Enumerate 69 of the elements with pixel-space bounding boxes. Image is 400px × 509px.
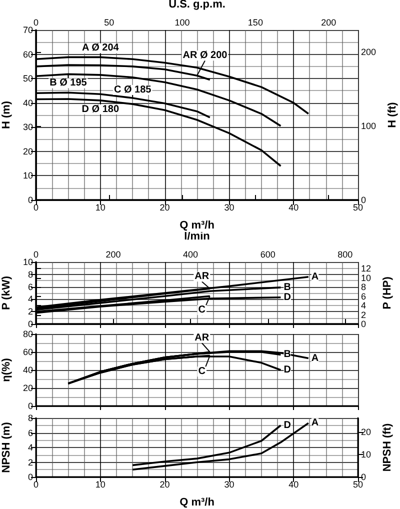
series-label: AR bbox=[194, 332, 210, 344]
y2-axis-title: NPSH (ft) bbox=[382, 423, 394, 472]
y-tick-label: 40 bbox=[22, 98, 33, 108]
series-label: AR Ø 200 bbox=[182, 50, 228, 62]
y2-tick-label: 12 bbox=[361, 264, 372, 274]
x-tick-label: 50 bbox=[352, 480, 364, 490]
y-axis-title: NPSH (m) bbox=[0, 422, 12, 473]
y-tick-label: 10 bbox=[22, 257, 33, 267]
y2-tick-label: 2 bbox=[361, 310, 366, 320]
series-label: B bbox=[284, 349, 291, 360]
y2-tick-label: 8 bbox=[361, 282, 366, 292]
x2-axis-title: U.S. g.p.m. bbox=[168, 0, 226, 10]
y2-tick-label: 0 bbox=[361, 319, 366, 329]
series-label: C bbox=[198, 366, 206, 378]
y2-tick-label: 10 bbox=[361, 450, 372, 460]
y2-tick-label: 20 bbox=[361, 427, 372, 438]
x-tick-label: 40 bbox=[288, 202, 299, 212]
x2-tick-label: 200 bbox=[106, 250, 121, 260]
series-label: B Ø 195 bbox=[50, 78, 88, 89]
y-tick-label: 20 bbox=[22, 383, 33, 393]
series-label: D bbox=[284, 292, 291, 303]
x-axis-title: Q m³/h bbox=[180, 496, 215, 508]
y-tick-label: 80 bbox=[22, 329, 33, 339]
x-tick-label: 10 bbox=[95, 480, 106, 490]
y-tick-label: 50 bbox=[22, 74, 33, 84]
y2-tick-label: 0 bbox=[361, 195, 366, 205]
y2-tick-label: 100 bbox=[361, 120, 376, 131]
series-label: D bbox=[284, 364, 291, 376]
x-tick-label: 10 bbox=[95, 202, 106, 212]
series-label: AR bbox=[194, 271, 210, 282]
y-tick-label: 30 bbox=[22, 122, 33, 132]
x2-tick-label: 200 bbox=[321, 18, 336, 28]
x2-tick-label: 400 bbox=[183, 250, 198, 260]
x2-tick-label: 800 bbox=[338, 250, 353, 260]
series-label: A bbox=[311, 352, 319, 364]
y2-axis-title: P (HP) bbox=[382, 276, 394, 310]
y2-axis-title: H (ft) bbox=[386, 102, 398, 128]
y-axis-title: η(%) bbox=[0, 358, 12, 382]
y-axis-title: H (m) bbox=[0, 100, 12, 130]
y-tick-label: 10 bbox=[22, 170, 33, 181]
x2-tick-label: 100 bbox=[174, 18, 190, 28]
x2-tick-label: 150 bbox=[248, 18, 263, 28]
series-label: B bbox=[284, 282, 291, 293]
y-tick-label: 60 bbox=[22, 49, 33, 60]
series-label: D Ø 180 bbox=[82, 104, 120, 115]
x-tick-label: 30 bbox=[224, 480, 234, 490]
x-tick-label: 30 bbox=[224, 202, 234, 212]
x-axis-title: Q m³/h bbox=[180, 220, 215, 232]
y-tick-label: 70 bbox=[22, 25, 33, 35]
y-tick-label: 20 bbox=[22, 146, 33, 156]
y2-tick-label: 10 bbox=[361, 272, 372, 283]
y2-tick-label: 200 bbox=[361, 46, 376, 57]
series-label: D bbox=[284, 420, 291, 431]
series-label: A bbox=[311, 418, 319, 429]
x-tick-label: 50 bbox=[352, 202, 364, 212]
series-label: A bbox=[311, 271, 319, 282]
series-label: A Ø 204 bbox=[82, 42, 120, 54]
series-label: C Ø 185 bbox=[114, 84, 152, 96]
x2-tick-label: 50 bbox=[104, 18, 114, 28]
y-tick-label: 60 bbox=[22, 347, 33, 357]
y2-tick-label: 4 bbox=[361, 300, 366, 311]
series-label: C bbox=[198, 304, 206, 316]
x-tick-label: 40 bbox=[288, 480, 299, 490]
x-tick-label: 20 bbox=[160, 202, 170, 212]
y-axis-title: P (kW) bbox=[0, 276, 12, 310]
y2-tick-label: 6 bbox=[361, 291, 366, 302]
y-tick-label: 40 bbox=[22, 365, 33, 375]
x-tick-label: 20 bbox=[160, 480, 170, 490]
x2-tick-label: 600 bbox=[260, 250, 276, 260]
